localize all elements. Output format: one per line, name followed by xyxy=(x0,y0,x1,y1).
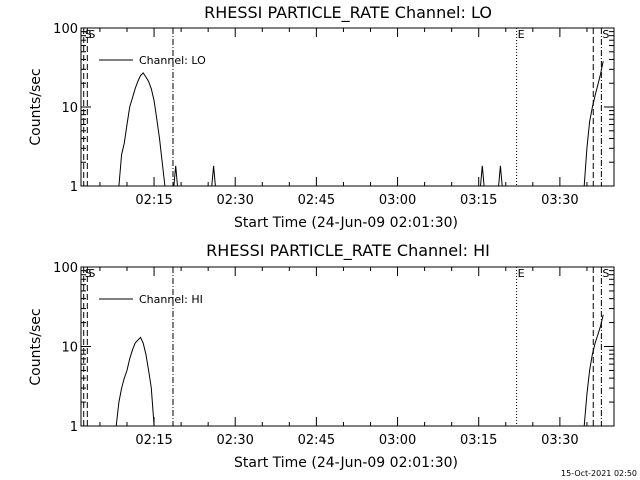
series-line xyxy=(583,61,604,187)
y-axis-label: Counts/sec xyxy=(28,68,44,145)
y-axis-label: Counts/sec xyxy=(28,308,44,385)
chart-title: RHESSI PARTICLE_RATE Channel: HI xyxy=(206,241,490,261)
marker-label: S xyxy=(85,28,92,41)
series-line xyxy=(113,72,171,187)
marker-label: S xyxy=(88,267,95,280)
x-axis-label: Start Time (24-Jun-09 02:01:30) xyxy=(234,215,458,231)
x-tick-label: 02:30 xyxy=(216,433,253,448)
chart-panel-hi: RHESSI PARTICLE_RATE Channel: HI Counts/… xyxy=(28,241,615,471)
x-tick-label: 03:00 xyxy=(379,433,416,448)
x-tick-label: 02:15 xyxy=(135,433,172,448)
marker-label: E xyxy=(518,267,525,280)
x-tick-label: 02:15 xyxy=(135,193,172,208)
chart-title: RHESSI PARTICLE_RATE Channel: LO xyxy=(204,3,492,23)
x-tick-label: 03:15 xyxy=(460,433,497,448)
plot-frame xyxy=(80,266,615,427)
marker-label: S xyxy=(88,28,95,41)
series-line xyxy=(583,314,604,427)
x-tick-label: 03:00 xyxy=(379,193,416,208)
x-tick-label: 02:30 xyxy=(216,193,253,208)
y-tick-label: 1 xyxy=(70,420,78,435)
x-tick-label: 03:15 xyxy=(460,193,497,208)
generated-timestamp: 15-Oct-2021 02:50 xyxy=(561,469,637,478)
y-tick-label: 100 xyxy=(53,22,78,37)
chart-panel-lo: RHESSI PARTICLE_RATE Channel: LO Counts/… xyxy=(28,3,615,231)
marker-label: S xyxy=(602,267,609,280)
x-axis-label: Start Time (24-Jun-09 02:01:30) xyxy=(234,455,458,471)
legend-label: Channel: HI xyxy=(139,293,203,306)
series-line xyxy=(480,165,485,187)
series-line xyxy=(211,165,216,187)
y-tick-label: 100 xyxy=(53,261,78,276)
marker-label: E xyxy=(518,28,525,41)
y-tick-label: 10 xyxy=(61,341,78,356)
series-line xyxy=(498,165,503,187)
series-line xyxy=(115,336,155,427)
x-tick-label: 03:30 xyxy=(541,193,578,208)
x-tick-label: 03:30 xyxy=(541,433,578,448)
y-tick-label: 10 xyxy=(61,101,78,116)
marker-label: S xyxy=(85,267,92,280)
legend-label: Channel: LO xyxy=(139,54,206,67)
x-tick-label: 02:45 xyxy=(298,193,335,208)
x-tick-label: 02:45 xyxy=(298,433,335,448)
plot-frame xyxy=(80,27,615,187)
series-line xyxy=(173,165,178,187)
marker-label: S xyxy=(602,28,609,41)
y-tick-label: 1 xyxy=(70,180,78,195)
